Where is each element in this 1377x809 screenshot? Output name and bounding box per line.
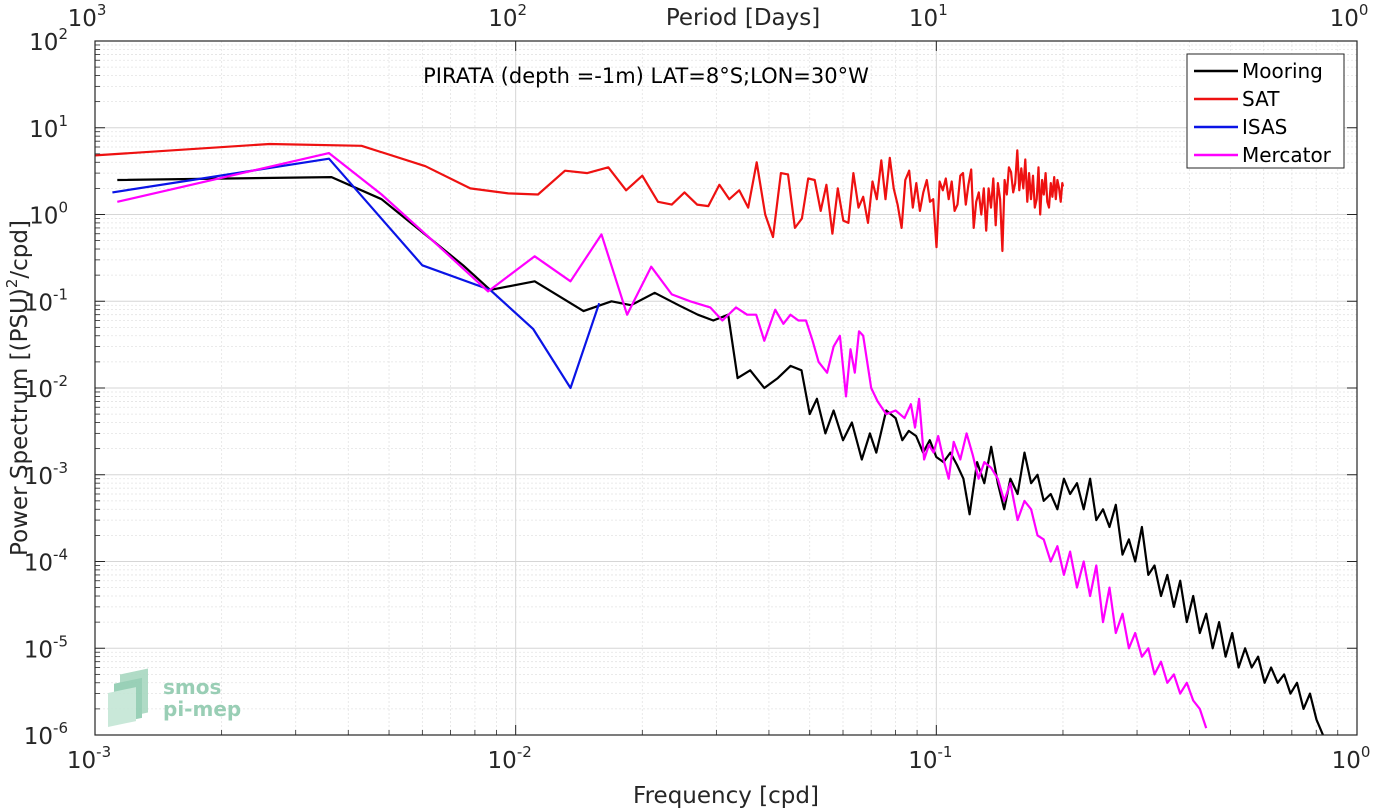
y-tick-label: 10-2 (24, 372, 68, 403)
x-tick-label: 10-3 (67, 743, 111, 774)
x-axis-label: Frequency [cpd] (633, 783, 819, 809)
top-tick-label: 102 (488, 1, 527, 32)
legend: Mooring SAT ISAS Mercator (1186, 53, 1345, 169)
top-tick-labels: 103 102 101 100 (68, 1, 1369, 32)
y-axis-label: Power Spectrum [(PSU)2/cpd] (3, 220, 33, 556)
top-tick-label-base: 10 (68, 6, 97, 32)
x-tick-label: 100 (1332, 743, 1371, 774)
top-tick-label: 101 (909, 1, 948, 32)
y-tick-label-exp: 1 (58, 112, 68, 130)
top-tick-label-exp: 3 (97, 1, 107, 19)
y-tick-label-exp: -3 (53, 459, 68, 477)
x-tick-label-base: 10 (67, 748, 96, 774)
y-tick-label: 10-4 (24, 546, 68, 577)
top-tick-label-exp: 0 (1359, 1, 1369, 19)
y-tick-label: 10-6 (24, 719, 68, 750)
y-tick-label-base: 10 (29, 117, 58, 143)
x-tick-label-exp: -1 (937, 743, 952, 761)
y-tick-label-base: 10 (29, 30, 58, 56)
x-tick-label-exp: -2 (517, 743, 532, 761)
y-tick-label-base: 10 (24, 377, 53, 403)
series-layer (95, 142, 1325, 735)
x-tick-label: 10-1 (908, 743, 952, 774)
top-tick-label-base: 10 (909, 6, 938, 32)
series-line-sat (95, 142, 1065, 253)
series-line-mercator (117, 152, 1208, 729)
top-tick-label-exp: 1 (938, 1, 948, 19)
y-tick-label: 100 (29, 199, 68, 230)
x-tick-label-base: 10 (488, 748, 517, 774)
smos-logo: smos pi-mep (108, 668, 241, 728)
y-axis-label-main: Power Spectrum [(PSU) (7, 288, 33, 556)
top-tick-label-base: 10 (1330, 6, 1359, 32)
top-tick-label-exp: 2 (518, 1, 528, 19)
smos-logo-mark (108, 668, 148, 728)
y-tick-label: 10-5 (24, 632, 68, 663)
y-axis-label-sup: 2 (3, 279, 21, 289)
y-tick-label-exp: -1 (53, 285, 68, 303)
y-tick-label-base: 10 (24, 637, 53, 663)
top-tick-label: 100 (1330, 1, 1369, 32)
x-tick-label-base: 10 (1332, 748, 1361, 774)
pimep-logo-text: pi-mep (163, 697, 241, 721)
top-tick-label: 103 (68, 1, 107, 32)
series-line-mooring (117, 176, 1325, 735)
legend-label-isas: ISAS (1242, 115, 1287, 139)
x-tick-label: 10-2 (488, 743, 532, 774)
y-tick-label-exp: -2 (53, 372, 68, 390)
tick-marks (94, 40, 1358, 736)
y-tick-label-exp: -5 (53, 632, 68, 650)
x-tick-labels: 10-3 10-2 10-1 100 (67, 743, 1371, 774)
y-tick-label-base: 10 (24, 290, 53, 316)
y-tick-label-base: 10 (24, 551, 53, 577)
y-tick-label: 10-3 (24, 459, 68, 490)
y-tick-label-exp: 2 (58, 25, 68, 43)
smos-logo-text: smos (163, 675, 221, 699)
top-axis-label: Period [Days] (666, 5, 820, 31)
legend-box (1186, 53, 1345, 169)
y-axis-label-tail: /cpd] (7, 220, 33, 279)
top-tick-label-base: 10 (488, 6, 517, 32)
y-tick-label-base: 10 (24, 724, 53, 750)
x-tick-label-base: 10 (908, 748, 937, 774)
y-tick-label-exp: 0 (58, 199, 68, 217)
y-tick-label: 10-1 (24, 285, 68, 316)
legend-label-mercator: Mercator (1242, 143, 1332, 167)
x-tick-label-exp: -3 (96, 743, 111, 761)
y-tick-label-exp: -6 (53, 719, 68, 737)
chart-title: PIRATA (depth =-1m) LAT=8°S;LON=30°W (423, 64, 869, 88)
x-tick-label-exp: 0 (1361, 743, 1371, 761)
legend-label-sat: SAT (1242, 87, 1280, 111)
y-tick-label-base: 10 (29, 204, 58, 230)
y-tick-label: 101 (29, 112, 68, 143)
y-tick-label: 102 (29, 25, 68, 56)
y-tick-label-exp: -4 (53, 546, 68, 564)
y-tick-label-base: 10 (24, 464, 53, 490)
legend-label-mooring: Mooring (1242, 59, 1323, 83)
